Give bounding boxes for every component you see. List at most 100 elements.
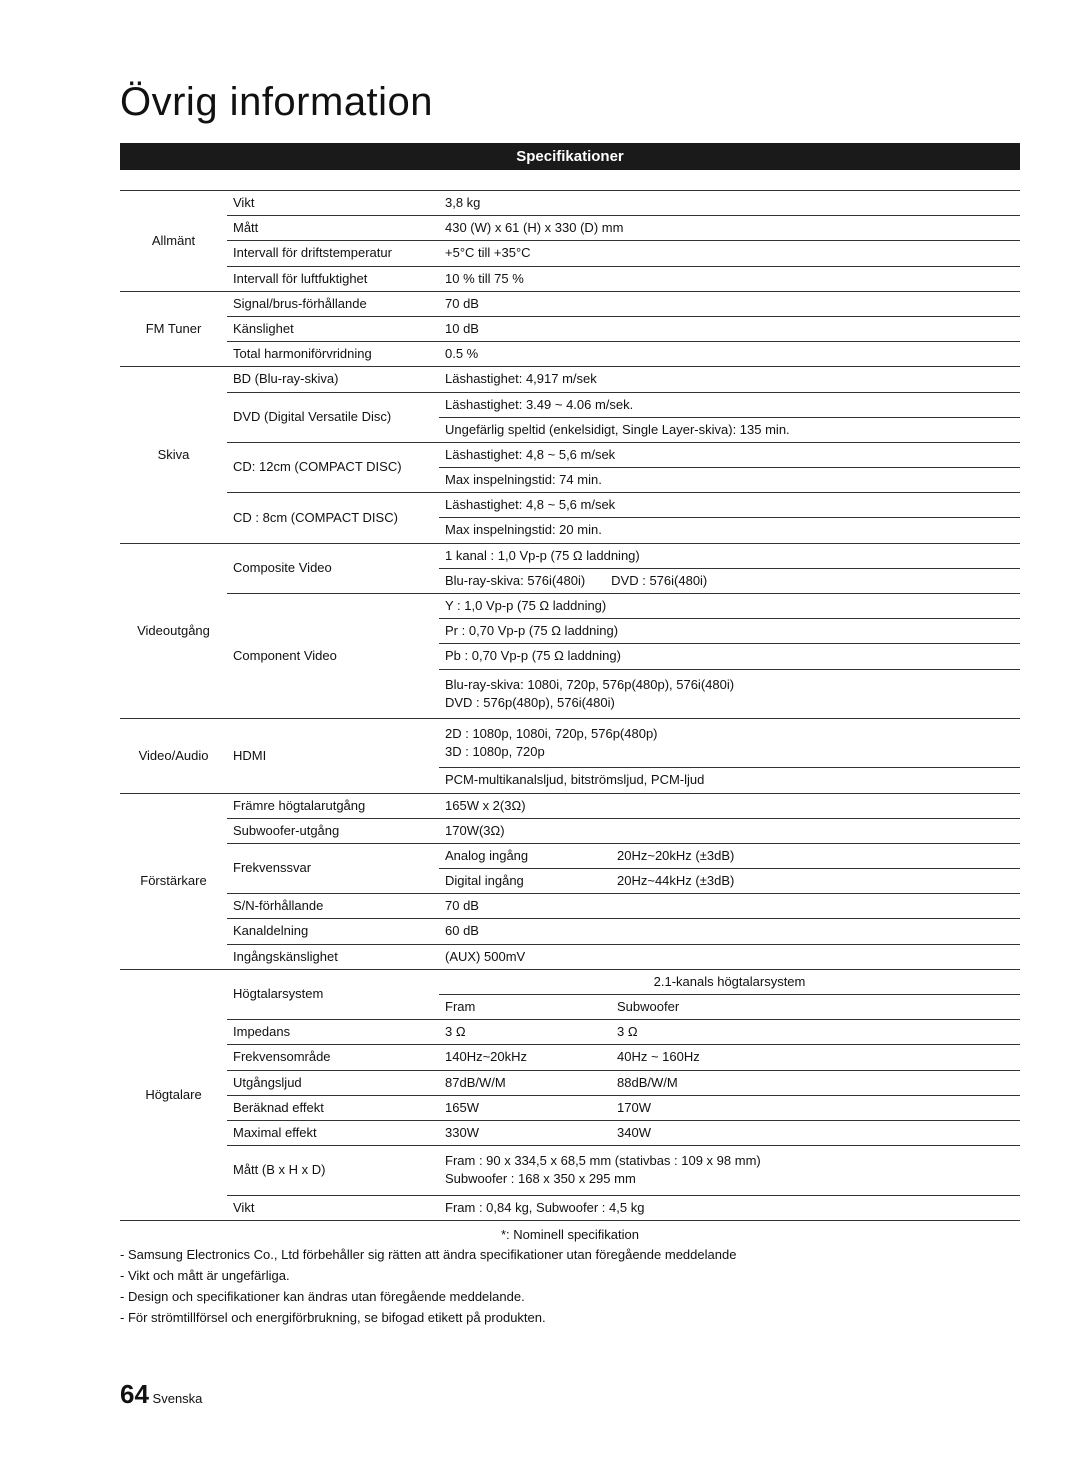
table-row: Maximal effekt 330W 340W	[120, 1120, 1020, 1145]
spec-value: Fram : 0,84 kg, Subwoofer : 4,5 kg	[439, 1195, 1020, 1220]
spec-label: BD (Blu-ray-skiva)	[227, 367, 439, 392]
spec-value: 3,8 kg	[439, 191, 1020, 216]
spec-value: +5°C till +35°C	[439, 241, 1020, 266]
spec-value: 165W	[439, 1095, 611, 1120]
table-row: DVD (Digital Versatile Disc) Läshastighe…	[120, 392, 1020, 417]
spec-label: CD : 8cm (COMPACT DISC)	[227, 493, 439, 543]
spec-label: Mått (B x H x D)	[227, 1146, 439, 1195]
category-hogtalare: Högtalare	[120, 969, 227, 1220]
spec-value: Ungefärlig speltid (enkelsidigt, Single …	[439, 417, 1020, 442]
spec-value: Digital ingång	[439, 869, 611, 894]
spec-value: 0.5 %	[439, 342, 1020, 367]
spec-value: Subwoofer	[611, 995, 1020, 1020]
spec-value: Pb : 0,70 Vp-p (75 Ω laddning)	[439, 644, 1020, 669]
table-row: Skiva BD (Blu-ray-skiva) Läshastighet: 4…	[120, 367, 1020, 392]
category-fmtuner: FM Tuner	[120, 291, 227, 367]
spec-value: 170W	[611, 1095, 1020, 1120]
category-allmant: Allmänt	[120, 191, 227, 292]
note-line: - Design och specifikationer kan ändras …	[120, 1287, 1020, 1308]
page-lang: Svenska	[153, 1391, 203, 1406]
category-forstarkare: Förstärkare	[120, 793, 227, 969]
footnote: *: Nominell specifikation	[120, 1225, 1020, 1246]
category-videoaudio: Video/Audio	[120, 718, 227, 793]
table-row: FM Tuner Signal/brus-förhållande 70 dB	[120, 291, 1020, 316]
spec-value: 340W	[611, 1120, 1020, 1145]
spec-label: Kanaldelning	[227, 919, 439, 944]
spec-value: 60 dB	[439, 919, 1020, 944]
page-title: Övrig information	[120, 80, 1020, 125]
spec-label: Total harmoniförvridning	[227, 342, 439, 367]
table-row: Impedans 3 Ω 3 Ω	[120, 1020, 1020, 1045]
spec-value: 140Hz~20kHz	[439, 1045, 611, 1070]
spec-value: 20Hz~44kHz (±3dB)	[611, 869, 1020, 894]
table-row: Videoutgång Composite Video 1 kanal : 1,…	[120, 543, 1020, 568]
spec-value: Läshastighet: 4,8 ~ 5,6 m/sek	[439, 493, 1020, 518]
spec-label: Utgångsljud	[227, 1070, 439, 1095]
spec-label: S/N-förhållande	[227, 894, 439, 919]
spec-value: 3 Ω	[611, 1020, 1020, 1045]
spec-value: 165W x 2(3Ω)	[439, 793, 1020, 818]
spec-value: PCM-multikanalsljud, bitströmsljud, PCM-…	[439, 768, 1020, 793]
spec-value: 70 dB	[439, 894, 1020, 919]
spec-label: Component Video	[227, 594, 439, 719]
table-row: Intervall för driftstemperatur +5°C till…	[120, 241, 1020, 266]
spec-value: 2.1-kanals högtalarsystem	[439, 969, 1020, 994]
spec-label: Intervall för driftstemperatur	[227, 241, 439, 266]
spec-label: Impedans	[227, 1020, 439, 1045]
spec-label: Högtalarsystem	[227, 969, 439, 1019]
spec-value: Y : 1,0 Vp-p (75 Ω laddning)	[439, 594, 1020, 619]
table-row: Intervall för luftfuktighet 10 % till 75…	[120, 266, 1020, 291]
spec-label: Mått	[227, 216, 439, 241]
spec-label: Intervall för luftfuktighet	[227, 266, 439, 291]
spec-value: Blu-ray-skiva: 576i(480i) DVD : 576i(480…	[439, 568, 1020, 593]
table-row: Mått (B x H x D) Fram : 90 x 334,5 x 68,…	[120, 1146, 1020, 1195]
table-row: Frekvenssvar Analog ingång 20Hz~20kHz (±…	[120, 843, 1020, 868]
spec-label: Composite Video	[227, 543, 439, 593]
spec-value: (AUX) 500mV	[439, 944, 1020, 969]
spec-value: Läshastighet: 3.49 ~ 4.06 m/sek.	[439, 392, 1020, 417]
section-header: Specifikationer	[120, 143, 1020, 170]
spec-label: HDMI	[227, 718, 439, 793]
page-footer: 64 Svenska	[120, 1379, 1020, 1410]
spec-value: 170W(3Ω)	[439, 818, 1020, 843]
table-row: Video/Audio HDMI 2D : 1080p, 1080i, 720p…	[120, 718, 1020, 767]
spec-table: Allmänt Vikt 3,8 kg Mått 430 (W) x 61 (H…	[120, 190, 1020, 1221]
spec-value: 20Hz~20kHz (±3dB)	[611, 843, 1020, 868]
table-row: Kanaldelning 60 dB	[120, 919, 1020, 944]
spec-label: Vikt	[227, 1195, 439, 1220]
table-row: CD: 12cm (COMPACT DISC) Läshastighet: 4,…	[120, 442, 1020, 467]
table-row: Vikt Fram : 0,84 kg, Subwoofer : 4,5 kg	[120, 1195, 1020, 1220]
spec-label: Frekvenssvar	[227, 843, 439, 893]
spec-value: Max inspelningstid: 74 min.	[439, 468, 1020, 493]
spec-value: Läshastighet: 4,917 m/sek	[439, 367, 1020, 392]
table-row: Allmänt Vikt 3,8 kg	[120, 191, 1020, 216]
spec-value: Fram : 90 x 334,5 x 68,5 mm (stativbas :…	[439, 1146, 1020, 1195]
spec-value: 1 kanal : 1,0 Vp-p (75 Ω laddning)	[439, 543, 1020, 568]
spec-value: 88dB/W/M	[611, 1070, 1020, 1095]
table-row: Högtalare Högtalarsystem 2.1-kanals högt…	[120, 969, 1020, 994]
spec-label: Subwoofer-utgång	[227, 818, 439, 843]
category-skiva: Skiva	[120, 367, 227, 543]
table-row: S/N-förhållande 70 dB	[120, 894, 1020, 919]
spec-value: Blu-ray-skiva: 1080i, 720p, 576p(480p), …	[439, 669, 1020, 718]
table-row: Ingångskänslighet (AUX) 500mV	[120, 944, 1020, 969]
table-row: Förstärkare Främre högtalarutgång 165W x…	[120, 793, 1020, 818]
spec-value: Fram	[439, 995, 611, 1020]
spec-value: 3 Ω	[439, 1020, 611, 1045]
note-line: - Vikt och mått är ungefärliga.	[120, 1266, 1020, 1287]
table-row: Total harmoniförvridning 0.5 %	[120, 342, 1020, 367]
note-line: - För strömtillförsel och energiförbrukn…	[120, 1308, 1020, 1329]
spec-value: 87dB/W/M	[439, 1070, 611, 1095]
spec-value: Max inspelningstid: 20 min.	[439, 518, 1020, 543]
note-line: - Samsung Electronics Co., Ltd förbehåll…	[120, 1245, 1020, 1266]
spec-label: Ingångskänslighet	[227, 944, 439, 969]
page-number: 64	[120, 1379, 149, 1409]
spec-label: Känslighet	[227, 316, 439, 341]
spec-label: Signal/brus-förhållande	[227, 291, 439, 316]
spec-label: DVD (Digital Versatile Disc)	[227, 392, 439, 442]
spec-value: Läshastighet: 4,8 ~ 5,6 m/sek	[439, 442, 1020, 467]
table-row: Frekvensområde 140Hz~20kHz 40Hz ~ 160Hz	[120, 1045, 1020, 1070]
spec-label: Främre högtalarutgång	[227, 793, 439, 818]
spec-value: 330W	[439, 1120, 611, 1145]
spec-value: Pr : 0,70 Vp-p (75 Ω laddning)	[439, 619, 1020, 644]
